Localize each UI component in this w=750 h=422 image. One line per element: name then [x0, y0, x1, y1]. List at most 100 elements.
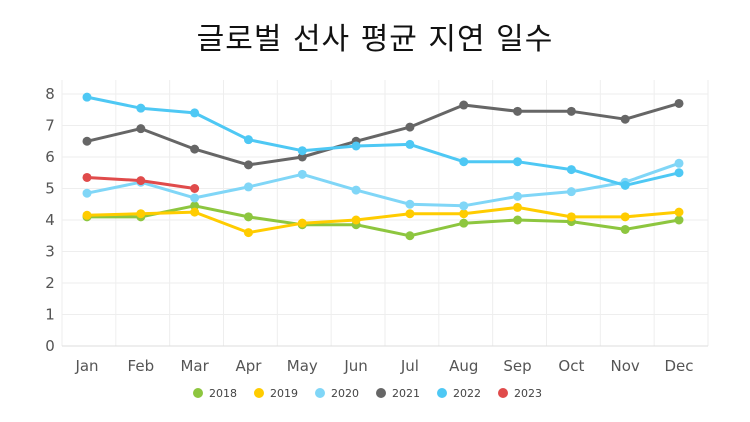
x-tick-label: Feb — [128, 357, 155, 375]
x-tick-label: Sep — [503, 357, 531, 375]
data-point — [405, 139, 415, 149]
y-tick-label: 5 — [45, 180, 55, 198]
series-2021 — [82, 98, 684, 170]
data-point — [513, 106, 523, 116]
data-point — [190, 184, 200, 193]
y-tick-label: 7 — [45, 117, 55, 135]
legend-item: 2023 — [498, 387, 542, 400]
legend-item: 2018 — [193, 387, 237, 400]
legend-marker — [315, 388, 325, 398]
data-point — [674, 215, 684, 225]
data-point — [405, 209, 415, 219]
data-point — [136, 124, 146, 134]
data-point — [190, 108, 200, 118]
data-point — [513, 215, 523, 225]
data-point — [351, 141, 361, 151]
legend-label: 2021 — [392, 387, 420, 400]
data-point — [620, 212, 630, 222]
data-point — [243, 228, 253, 238]
series-line — [85, 204, 681, 238]
legend-marker — [254, 388, 264, 398]
data-point — [566, 212, 576, 222]
data-point — [405, 231, 415, 241]
data-point — [243, 212, 253, 222]
data-point — [405, 122, 415, 132]
data-point — [82, 92, 92, 102]
series-2018 — [82, 201, 684, 241]
chart-title: 글로벌 선사 평균 지연 일수 — [196, 22, 554, 57]
data-point — [459, 218, 469, 228]
legend-label: 2023 — [514, 387, 542, 400]
data-point — [82, 188, 92, 198]
x-tick-label: Nov — [611, 357, 640, 375]
data-point — [243, 160, 253, 170]
data-point — [459, 209, 469, 219]
data-point — [620, 180, 630, 190]
legend-marker — [437, 388, 447, 398]
legend-marker — [376, 388, 386, 398]
y-tick-label: 6 — [45, 148, 55, 166]
legend-item: 2020 — [315, 387, 359, 400]
x-tick-label: Jul — [400, 357, 419, 375]
y-tick-label: 3 — [45, 243, 55, 261]
legend-label: 2019 — [270, 387, 298, 400]
data-point — [136, 103, 146, 113]
legend-marker — [498, 388, 508, 398]
data-point — [190, 201, 200, 211]
x-tick-label: Jun — [343, 357, 367, 375]
series-2022 — [82, 92, 684, 190]
legend-item: 2019 — [254, 387, 298, 400]
series-lines — [82, 92, 684, 241]
x-tick-label: Aug — [449, 357, 478, 375]
data-point — [351, 185, 361, 195]
data-point — [566, 106, 576, 116]
data-point — [566, 165, 576, 175]
legend: 2018 2019 2020 2021 2022 2023 — [193, 387, 542, 400]
data-point — [136, 176, 146, 186]
data-point — [190, 144, 200, 154]
data-point — [620, 224, 630, 234]
legend-marker — [193, 388, 203, 398]
data-point — [674, 158, 684, 168]
data-point — [190, 193, 200, 203]
x-tick-label: Jan — [74, 357, 98, 375]
data-point — [674, 168, 684, 178]
data-point — [297, 218, 307, 228]
data-point — [297, 146, 307, 156]
series-line — [85, 205, 681, 235]
legend-item: 2021 — [376, 387, 420, 400]
series-line — [85, 95, 681, 187]
y-tick-label: 4 — [45, 211, 55, 229]
data-point — [82, 172, 92, 182]
y-tick-label: 1 — [45, 306, 55, 324]
data-point — [513, 157, 523, 167]
data-point — [459, 201, 469, 211]
x-tick-label: Dec — [664, 357, 693, 375]
data-point — [297, 169, 307, 179]
data-point — [405, 199, 415, 209]
series-line — [85, 161, 681, 208]
y-tick-label: 0 — [45, 337, 55, 355]
legend-label: 2022 — [453, 387, 481, 400]
data-point — [136, 209, 146, 219]
series-line — [85, 101, 681, 167]
series-2023 — [82, 172, 200, 193]
x-tick-label: May — [287, 357, 318, 375]
data-point — [243, 182, 253, 192]
data-point — [82, 136, 92, 146]
y-tick-label: 2 — [45, 274, 55, 292]
legend-label: 2018 — [209, 387, 237, 400]
data-point — [459, 157, 469, 167]
data-point — [513, 202, 523, 212]
x-tick-label: Oct — [558, 357, 584, 375]
data-point — [243, 135, 253, 145]
legend-label: 2020 — [331, 387, 359, 400]
y-tick-label: 8 — [45, 85, 55, 103]
series-2019 — [82, 202, 684, 238]
axes: 0 1 2 3 4 5 6 7 8 Jan Feb Mar Apr May Jun Jul Aug Sep Oct N… — [45, 85, 708, 375]
data-point — [674, 207, 684, 217]
x-tick-label: Mar — [180, 357, 209, 375]
data-point — [351, 215, 361, 225]
